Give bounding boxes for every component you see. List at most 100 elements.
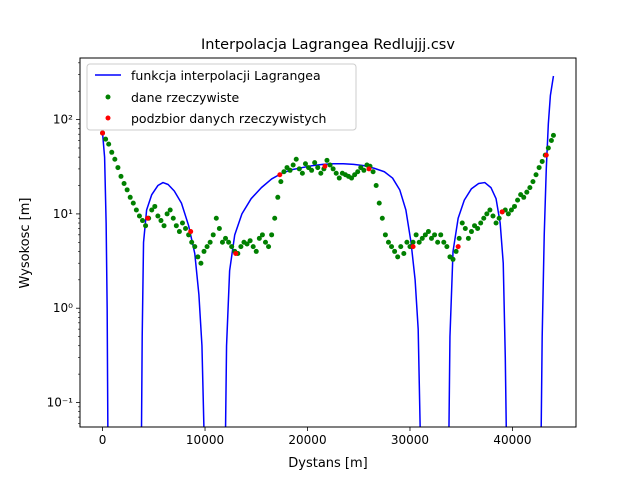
subset-data-point <box>366 166 372 172</box>
data-point <box>475 226 481 232</box>
data-point <box>207 239 213 245</box>
data-point <box>382 232 388 238</box>
data-point <box>269 232 275 238</box>
data-point <box>183 226 189 232</box>
data-point <box>210 232 216 238</box>
data-point <box>299 170 305 176</box>
y-tick-label: 10⁻¹ <box>47 396 74 410</box>
data-point <box>127 194 133 200</box>
data-point <box>118 173 124 179</box>
x-tick-label: 10000 <box>186 433 224 447</box>
subset-data-point <box>233 251 239 257</box>
data-point <box>112 156 118 162</box>
data-point <box>527 185 533 191</box>
data-point <box>256 235 262 241</box>
data-point <box>109 149 115 155</box>
x-tick-label: 20000 <box>288 433 326 447</box>
subset-data-point <box>410 244 416 250</box>
data-point <box>259 232 265 238</box>
data-point <box>468 229 474 235</box>
data-point <box>176 229 182 235</box>
data-point <box>389 244 395 250</box>
data-point <box>438 232 444 238</box>
data-point <box>262 239 268 245</box>
subset-data-point <box>322 163 328 169</box>
data-point <box>250 244 256 250</box>
data-point <box>392 248 398 254</box>
data-point <box>247 238 253 244</box>
data-point <box>223 235 229 241</box>
data-point <box>550 132 556 138</box>
data-point <box>327 162 333 168</box>
data-point <box>213 215 219 221</box>
y-tick-label: 10¹ <box>53 207 73 221</box>
legend-label-red: podzbior danych rzeczywistych <box>131 111 326 126</box>
data-point <box>456 235 462 241</box>
data-point <box>149 207 155 213</box>
data-point <box>355 169 361 175</box>
data-point <box>401 251 407 257</box>
data-point <box>244 241 250 247</box>
data-point <box>453 248 459 254</box>
data-point <box>204 244 210 250</box>
data-point <box>398 244 404 250</box>
x-tick-label: 30000 <box>391 433 429 447</box>
y-tick-label: 10² <box>53 113 73 127</box>
legend-marker-green <box>105 94 111 100</box>
data-point <box>349 175 355 181</box>
y-tick-label: 10⁰ <box>53 301 73 315</box>
data-point <box>413 232 419 238</box>
data-point <box>189 239 195 245</box>
data-point <box>410 239 416 245</box>
data-point <box>302 161 308 167</box>
subset-data-point <box>499 209 505 215</box>
data-point <box>161 223 167 229</box>
data-point <box>521 194 527 200</box>
data-point <box>462 226 468 232</box>
data-point <box>167 207 173 213</box>
data-point <box>143 223 149 229</box>
data-point <box>281 169 287 175</box>
data-point <box>425 229 431 235</box>
legend-box <box>86 63 357 131</box>
data-point <box>179 220 185 226</box>
data-point <box>287 167 293 173</box>
data-point <box>404 239 410 245</box>
data-point <box>333 170 339 176</box>
data-point <box>229 244 235 250</box>
data-point <box>296 166 302 172</box>
data-point <box>533 172 539 178</box>
data-point <box>170 215 176 221</box>
data-point <box>505 211 511 217</box>
legend-marker-red <box>105 115 111 121</box>
data-point <box>493 220 499 226</box>
data-point <box>309 167 315 173</box>
data-point <box>484 211 490 217</box>
data-point <box>293 156 299 162</box>
data-point <box>379 215 385 221</box>
data-point <box>524 189 530 195</box>
data-point <box>459 220 465 226</box>
data-point <box>266 244 272 250</box>
x-tick-label: 0 <box>99 433 107 447</box>
data-point <box>121 181 127 187</box>
data-point <box>395 254 401 260</box>
data-point <box>140 218 146 224</box>
subset-data-point <box>188 229 194 235</box>
data-point <box>219 239 225 245</box>
subset-data-point <box>145 215 151 221</box>
data-point <box>508 207 514 213</box>
x-axis: 0 10000 20000 30000 40000 <box>99 427 532 447</box>
data-point <box>336 175 342 181</box>
data-point <box>133 207 139 213</box>
data-point <box>278 179 284 185</box>
data-point <box>352 172 358 178</box>
data-point <box>130 200 136 206</box>
data-point <box>272 215 278 221</box>
data-point <box>361 167 367 173</box>
data-point <box>152 203 158 209</box>
chart-title: Interpolacja Lagrangea Redlujjj.csv <box>201 37 455 53</box>
data-point <box>422 232 428 238</box>
data-point <box>441 239 447 245</box>
data-point <box>192 244 198 250</box>
